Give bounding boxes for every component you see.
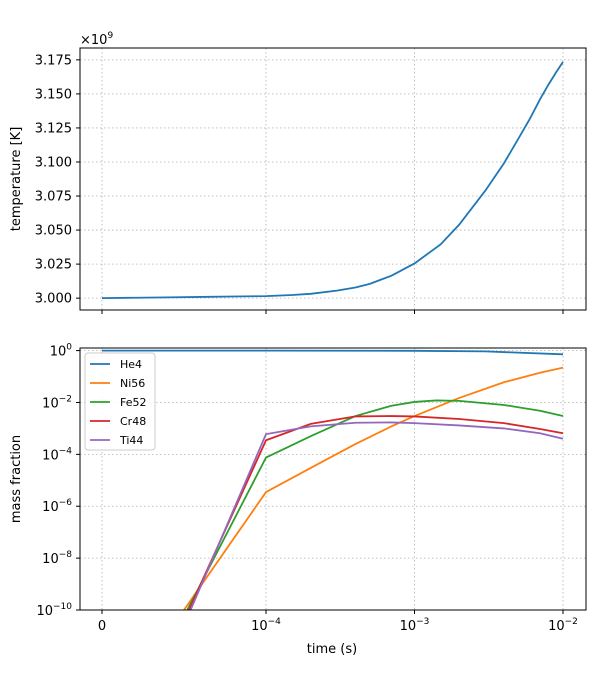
mass-fraction-grid <box>80 348 586 611</box>
bottom-x-tick-label: 10−3 <box>400 617 430 634</box>
legend-label-fe52: Fe52 <box>120 396 147 409</box>
series-line-he4 <box>101 349 564 356</box>
bottom-y-tick-label: 100 <box>50 343 73 360</box>
bottom-y-tick-label: 10−6 <box>42 498 72 515</box>
temperature-ticks: 3.000 3.025 3.050 3.075 3.100 3.125 3.150 3.175 <box>35 53 564 314</box>
bottom-y-tick-label: 10−2 <box>42 394 72 411</box>
temperature-ylabel: temperature [K] <box>9 127 24 232</box>
series-line-ti44 <box>189 421 564 610</box>
temperature-series <box>101 61 564 300</box>
mass-fraction-series <box>101 349 564 610</box>
series-line-ni56 <box>183 366 564 610</box>
bottom-y-tick-label: 10−8 <box>42 550 72 567</box>
bottom-x-tick-label: 0 <box>98 619 106 634</box>
bottom-x-tick-label: 10−4 <box>251 617 281 634</box>
mass-fraction-ticks: 0 10−4 10−3 10−2 100 10−2 10−4 10−6 10−8 10−10 <box>36 343 577 634</box>
legend-label-he4: He4 <box>120 358 142 371</box>
temperature-line <box>101 61 564 300</box>
legend-label-ni56: Ni56 <box>120 377 145 390</box>
top-y-tick-label: 3.150 <box>35 87 72 102</box>
top-y-tick-label: 3.075 <box>35 190 72 205</box>
top-y-tick-label: 3.000 <box>35 292 72 307</box>
offset-label: ×109 <box>80 31 113 48</box>
bottom-y-tick-label: 10−10 <box>36 602 72 619</box>
legend: He4 Ni56 Fe52 Cr48 Ti44 <box>84 352 156 451</box>
top-y-tick-label: 3.025 <box>35 258 72 273</box>
temperature-axes-frame <box>79 47 587 311</box>
bottom-x-tick-label: 10−2 <box>548 617 578 634</box>
legend-label-ti44: Ti44 <box>119 434 143 447</box>
mass-fraction-panel: 0 10−4 10−3 10−2 100 10−2 10−4 10−6 10−8 10−10 ma… <box>9 343 587 657</box>
series-line-fe52 <box>186 399 564 610</box>
temperature-grid <box>80 48 586 310</box>
legend-box <box>84 352 156 451</box>
legend-label-cr48: Cr48 <box>120 415 146 428</box>
top-y-tick-label: 3.125 <box>35 121 72 136</box>
temperature-panel: 3.000 3.025 3.050 3.075 3.100 3.125 3.150 3.175… <box>9 31 587 314</box>
bottom-y-tick-label: 10−4 <box>42 446 72 463</box>
mass-fraction-ylabel: mass fraction <box>9 435 24 523</box>
time-xlabel: time (s) <box>307 642 357 657</box>
offset-exponent: 9 <box>107 31 113 41</box>
top-y-tick-label: 3.175 <box>35 53 72 68</box>
top-y-tick-label: 3.100 <box>35 155 72 170</box>
series-line-cr48 <box>188 415 564 610</box>
top-y-tick-label: 3.050 <box>35 224 72 239</box>
mass-fraction-axes-frame <box>79 347 587 611</box>
